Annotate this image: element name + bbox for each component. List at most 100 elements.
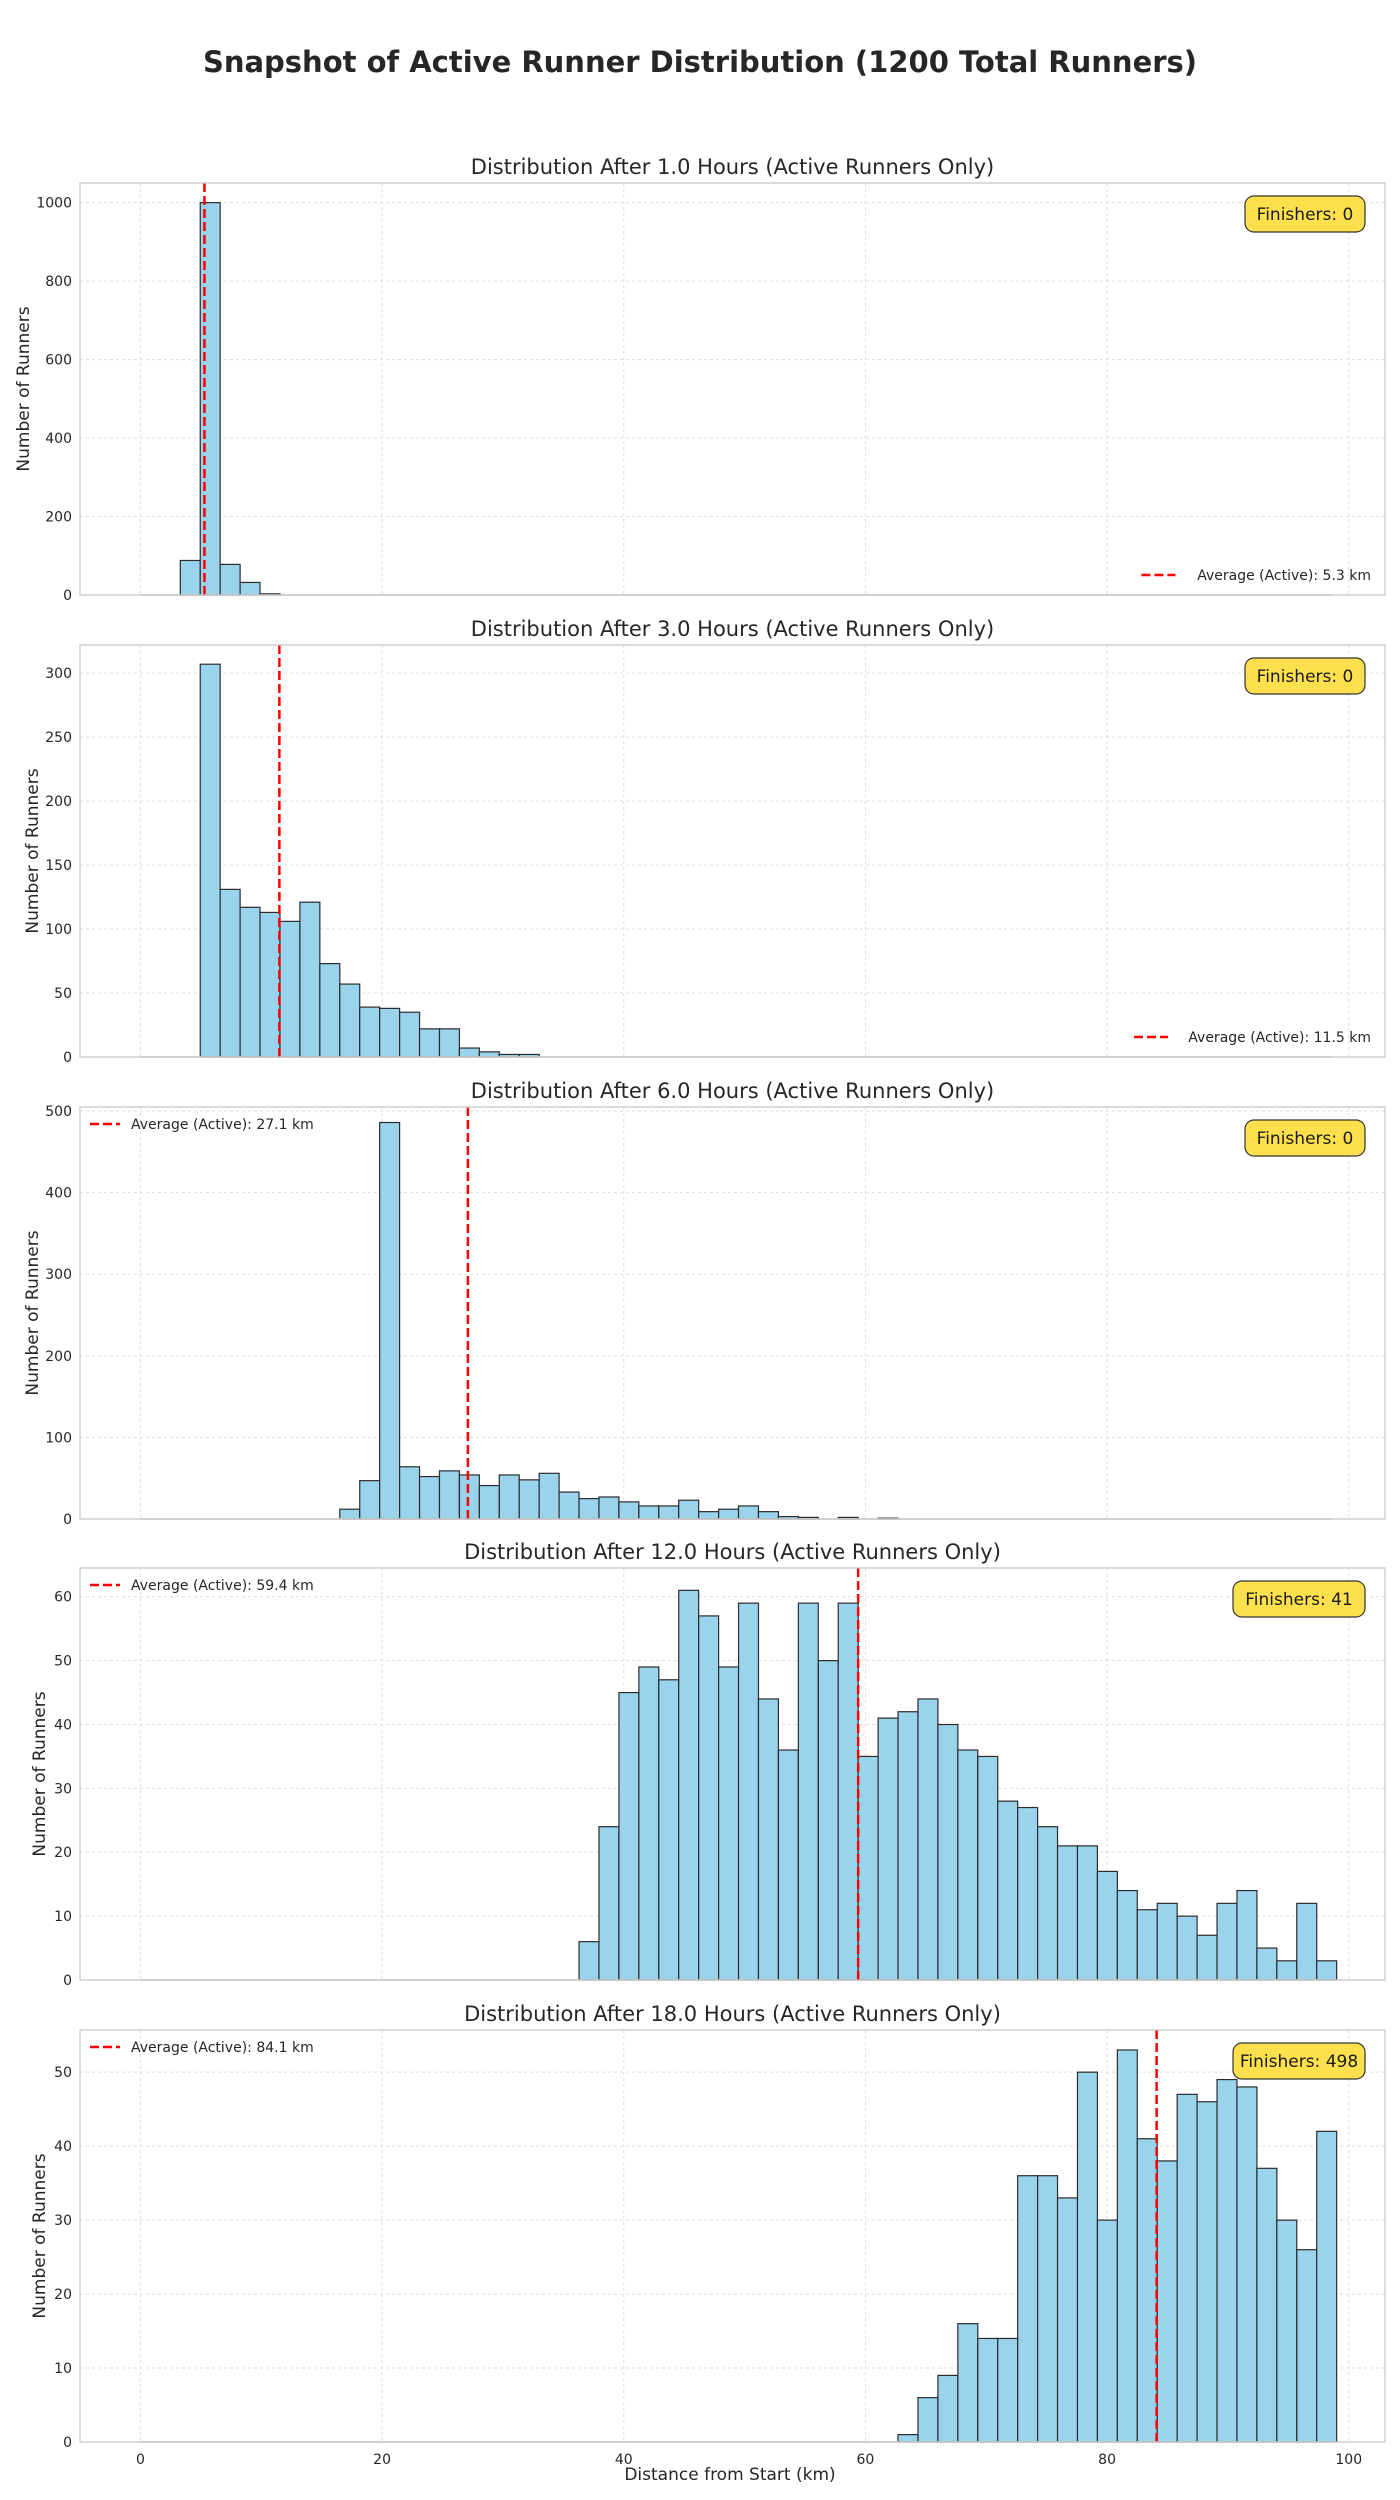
histogram-bar xyxy=(638,1505,660,1520)
histogram-bar xyxy=(259,911,281,1058)
histogram-bar xyxy=(1196,2101,1218,2443)
histogram-bar xyxy=(1116,1889,1138,1981)
finishers-badge xyxy=(1232,2042,1366,2080)
histogram-bar xyxy=(518,1479,540,1520)
y-tick-label: 1000 xyxy=(36,196,72,212)
legend-label: Average (Active): 5.3 km xyxy=(1197,568,1371,584)
legend-label: Average (Active): 59.4 km xyxy=(131,1578,314,1594)
histogram-bar xyxy=(438,1470,461,1520)
histogram-bar xyxy=(737,1505,760,1520)
histogram-bar xyxy=(1136,2138,1158,2443)
y-tick-label: 20 xyxy=(54,1845,72,1861)
histogram-bar xyxy=(418,1028,441,1058)
histogram-bar xyxy=(418,1475,441,1520)
y-tick-label: 0 xyxy=(63,1050,72,1066)
finishers-label: Finishers: 0 xyxy=(1257,205,1354,225)
y-tick-label: 0 xyxy=(63,1973,72,1989)
histogram-bar xyxy=(817,1660,839,1981)
histogram-bar xyxy=(1176,2093,1198,2443)
histogram-bar xyxy=(379,1007,401,1058)
finishers-badge xyxy=(1244,657,1366,695)
y-tick-label: 50 xyxy=(54,1654,72,1670)
y-tick-label: 200 xyxy=(45,1349,72,1365)
x-tick-label: 20 xyxy=(373,2452,391,2468)
y-tick-label: 200 xyxy=(45,794,72,810)
y-tick-label: 200 xyxy=(45,510,72,526)
histogram-bar xyxy=(718,1508,740,1520)
histogram-bar xyxy=(438,1028,461,1058)
y-axis-label: Number of Runners xyxy=(23,1230,43,1395)
histogram-bar xyxy=(558,1491,580,1520)
histogram-bar xyxy=(239,906,261,1058)
histogram-bar xyxy=(718,1666,740,1981)
finishers-label: Finishers: 0 xyxy=(1257,1129,1354,1149)
histogram-bar xyxy=(1156,1902,1178,1981)
y-tick-label: 30 xyxy=(54,2213,72,2229)
histogram-bar xyxy=(1216,2078,1238,2443)
y-tick-label: 300 xyxy=(45,666,72,682)
histogram-bar xyxy=(359,1480,381,1520)
y-tick-label: 50 xyxy=(54,986,72,1002)
histogram-bar xyxy=(897,1711,919,1981)
y-tick-label: 800 xyxy=(45,274,72,290)
y-tick-label: 30 xyxy=(54,1781,72,1797)
y-tick-label: 150 xyxy=(45,858,72,874)
histogram-bar xyxy=(219,888,241,1058)
histogram-bar xyxy=(937,2374,959,2443)
histogram-bar xyxy=(598,1826,620,1981)
histogram-bar xyxy=(339,983,361,1058)
panel-title: Distribution After 6.0 Hours (Active Run… xyxy=(471,1079,994,1103)
histogram-bar xyxy=(1176,1915,1198,1981)
histogram-bar xyxy=(1017,2175,1039,2443)
histogram-bar xyxy=(179,559,201,596)
chart-panel-5: Distribution After 18.0 Hours (Active Ru… xyxy=(30,2002,1386,2468)
histogram-bar xyxy=(917,2397,939,2443)
y-tick-label: 500 xyxy=(45,1104,72,1120)
histogram-bar xyxy=(638,1666,660,1981)
y-tick-label: 40 xyxy=(54,2139,72,2155)
histogram-bar xyxy=(498,1474,520,1520)
histogram-bar xyxy=(658,1679,680,1981)
histogram-bar xyxy=(1256,2167,1278,2443)
y-tick-label: 0 xyxy=(63,588,72,604)
finishers-label: Finishers: 0 xyxy=(1257,667,1354,687)
histogram-bar xyxy=(1056,2197,1079,2443)
histogram-bar xyxy=(698,1511,720,1520)
histogram-bar xyxy=(399,1466,421,1520)
histogram-bar xyxy=(379,1121,401,1520)
histogram-bar xyxy=(1076,1845,1099,1981)
y-axis-label: Number of Runners xyxy=(14,306,34,471)
chart-panel-1: Distribution After 1.0 Hours (Active Run… xyxy=(14,155,1386,604)
y-tick-label: 400 xyxy=(45,431,72,447)
histogram-bar xyxy=(339,1508,361,1520)
histogram-bar xyxy=(199,663,221,1058)
histogram-bar xyxy=(319,962,341,1058)
finishers-label: Finishers: 41 xyxy=(1245,1590,1352,1610)
histogram-bar xyxy=(917,1698,939,1981)
histogram-bar xyxy=(279,920,301,1058)
x-tick-label: 80 xyxy=(1098,2452,1116,2468)
histogram-bar xyxy=(578,1498,600,1520)
histogram-bar xyxy=(618,1691,640,1981)
panel-title: Distribution After 3.0 Hours (Active Run… xyxy=(471,617,994,641)
y-tick-label: 10 xyxy=(54,1909,72,1925)
histogram-bar xyxy=(618,1501,640,1520)
legend-label: Average (Active): 84.1 km xyxy=(131,2040,314,2056)
y-tick-label: 60 xyxy=(54,1590,72,1606)
histogram-bar xyxy=(678,1499,700,1520)
panel-title: Distribution After 18.0 Hours (Active Ru… xyxy=(464,2002,1001,2026)
histogram-bar xyxy=(578,1941,600,1981)
histogram-bar xyxy=(1037,1826,1059,1981)
y-axis-label: Number of Runners xyxy=(23,768,43,933)
chart-panel-2: Distribution After 3.0 Hours (Active Run… xyxy=(23,617,1386,1066)
plot-area xyxy=(80,183,1385,595)
histogram-bar xyxy=(1096,1870,1118,1981)
y-tick-label: 100 xyxy=(45,1430,72,1446)
figure-suptitle: Snapshot of Active Runner Distribution (… xyxy=(203,45,1197,79)
histogram-bar xyxy=(997,2337,1019,2443)
y-tick-label: 0 xyxy=(63,1512,72,1528)
histogram-bar xyxy=(957,1749,979,1981)
histogram-bar xyxy=(1276,2219,1298,2443)
y-tick-label: 250 xyxy=(45,730,72,746)
histogram-bar xyxy=(977,1755,999,1981)
